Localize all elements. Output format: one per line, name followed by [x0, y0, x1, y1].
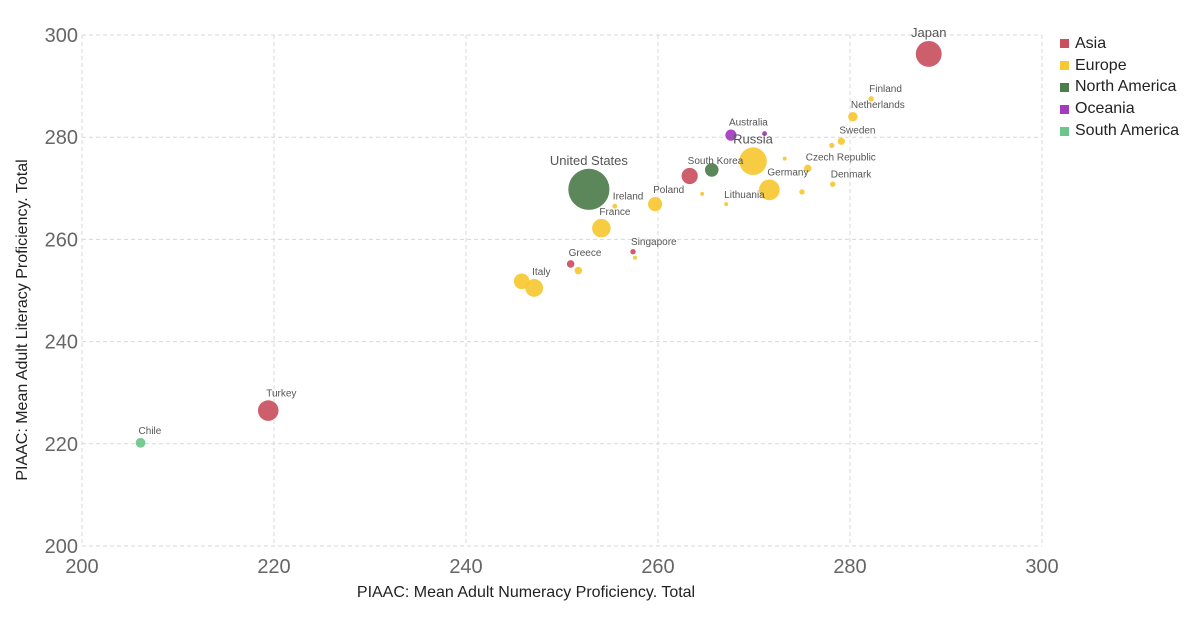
- point-label: Sweden: [839, 126, 875, 137]
- data-point[interactable]: [648, 197, 663, 212]
- legend-item[interactable]: Oceania: [1060, 98, 1179, 120]
- point-label: Germany: [767, 167, 808, 178]
- data-point[interactable]: [566, 260, 575, 268]
- point-label: Singapore: [631, 237, 677, 248]
- data-point[interactable]: [700, 191, 705, 196]
- data-point[interactable]: [915, 40, 942, 67]
- x-axis-label: PIAAC: Mean Adult Numeracy Proficiency. …: [357, 584, 695, 601]
- x-tick-label: 240: [449, 556, 482, 578]
- data-point[interactable]: [135, 437, 146, 448]
- point-label: Poland: [653, 185, 684, 196]
- data-point[interactable]: [513, 273, 530, 290]
- legend-item[interactable]: North America: [1060, 77, 1179, 99]
- x-tick-label: 200: [65, 556, 98, 578]
- legend-swatch: [1060, 82, 1069, 92]
- legend-swatch: [1060, 61, 1069, 71]
- data-point[interactable]: [704, 163, 719, 177]
- legend-swatch: [1060, 126, 1069, 136]
- legend: Asia Europe North America Oceania South Amer…: [1060, 33, 1179, 142]
- x-tick-label: 220: [257, 556, 290, 578]
- point-label: Finland: [869, 84, 902, 95]
- legend-label: Europe: [1075, 56, 1127, 74]
- data-point[interactable]: [724, 202, 729, 207]
- legend-label: South America: [1075, 122, 1180, 140]
- point-label: United States: [550, 153, 629, 168]
- y-tick-label: 260: [45, 229, 78, 251]
- data-point[interactable]: [762, 131, 767, 137]
- point-label: Russia: [733, 131, 774, 146]
- data-point[interactable]: [525, 279, 544, 297]
- legend-swatch: [1060, 39, 1069, 49]
- data-point[interactable]: [592, 218, 611, 238]
- legend-item[interactable]: South America: [1060, 120, 1179, 142]
- y-tick-label: 300: [45, 25, 78, 47]
- point-labels: Japan Finland Netherlands Australia Sweden Ru…: [139, 25, 947, 437]
- point-label: Lithuania: [724, 190, 765, 201]
- y-tick-label: 200: [45, 536, 78, 558]
- data-point[interactable]: [574, 266, 583, 275]
- legend-label: North America: [1075, 78, 1177, 96]
- point-label: Greece: [569, 248, 602, 259]
- point-label: Denmark: [831, 169, 873, 180]
- data-point[interactable]: [725, 129, 737, 141]
- point-label: France: [599, 207, 631, 218]
- data-point[interactable]: [804, 164, 812, 173]
- y-tick-label: 240: [45, 332, 78, 354]
- y-tick-label: 220: [45, 434, 78, 456]
- data-points: [135, 40, 942, 448]
- x-tick-label: 280: [833, 556, 866, 578]
- data-point[interactable]: [632, 255, 637, 260]
- x-tick-label: 300: [1025, 556, 1058, 578]
- point-label: Ireland: [613, 192, 644, 203]
- data-point[interactable]: [630, 248, 636, 255]
- data-point[interactable]: [739, 147, 767, 176]
- y-tick-label: 280: [45, 127, 78, 149]
- y-axis-label: PIAAC: Mean Adult Literacy Proficiency. …: [14, 159, 31, 480]
- data-point[interactable]: [568, 168, 610, 210]
- point-label: Japan: [911, 25, 946, 40]
- data-point[interactable]: [837, 137, 845, 145]
- axes: 200 220 240 260 280 300 200 220 240 260 280 300: [45, 25, 1059, 578]
- point-label: Turkey: [266, 388, 296, 399]
- data-point[interactable]: [257, 400, 279, 421]
- data-point[interactable]: [848, 112, 858, 122]
- point-label: Italy: [532, 267, 550, 278]
- legend-swatch: [1060, 104, 1069, 114]
- data-point[interactable]: [829, 142, 835, 149]
- point-label: Czech Republic: [806, 153, 876, 164]
- legend-item[interactable]: Europe: [1060, 55, 1179, 77]
- legend-item[interactable]: Asia: [1060, 33, 1179, 55]
- data-point[interactable]: [868, 96, 874, 102]
- x-tick-label: 260: [641, 556, 674, 578]
- point-label: Netherlands: [851, 100, 905, 111]
- data-point[interactable]: [829, 181, 836, 187]
- legend-label: Asia: [1075, 34, 1107, 52]
- legend-label: Oceania: [1075, 100, 1135, 118]
- point-label: South Korea: [688, 156, 744, 167]
- data-point[interactable]: [759, 179, 780, 201]
- point-label: Australia: [729, 118, 768, 129]
- data-point[interactable]: [799, 189, 805, 195]
- data-point[interactable]: [782, 156, 787, 161]
- data-point[interactable]: [612, 203, 618, 209]
- point-label: Chile: [139, 426, 162, 437]
- grid: [81, 34, 1043, 547]
- data-point[interactable]: [681, 167, 698, 185]
